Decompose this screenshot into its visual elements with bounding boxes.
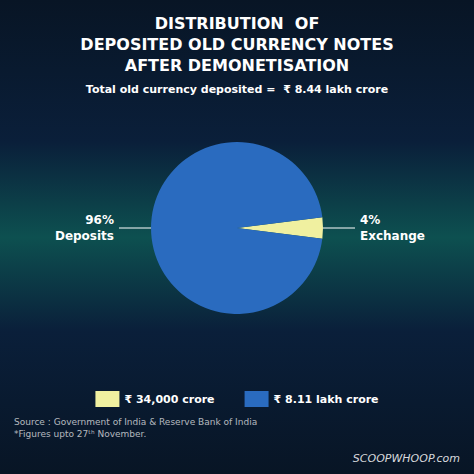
svg-text:DEPOSITED OLD CURRENCY NOTES: DEPOSITED OLD CURRENCY NOTES [80,35,393,54]
svg-text:Total old currency deposited =: Total old currency deposited = ₹ 8.44 la… [86,83,388,96]
svg-text:Source : Government of India &: Source : Government of India & Reserve B… [14,417,257,427]
svg-text:*Figures upto 27ᵗʰ November.: *Figures upto 27ᵗʰ November. [14,429,146,439]
svg-text:AFTER DEMONETISATION: AFTER DEMONETISATION [125,56,350,75]
svg-text:96%: 96% [85,213,114,227]
svg-text:SCOOPWHOOP.com: SCOOPWHOOP.com [353,452,460,465]
svg-text:₹ 34,000 crore: ₹ 34,000 crore [124,393,214,406]
svg-text:4%: 4% [360,213,380,227]
svg-text:DISTRIBUTION OF: DISTRIBUTION OF [155,14,320,33]
svg-text:Deposits: Deposits [55,229,114,243]
svg-text:₹ 8.11 lakh crore: ₹ 8.11 lakh crore [274,393,379,406]
svg-text:Exchange: Exchange [360,229,425,243]
